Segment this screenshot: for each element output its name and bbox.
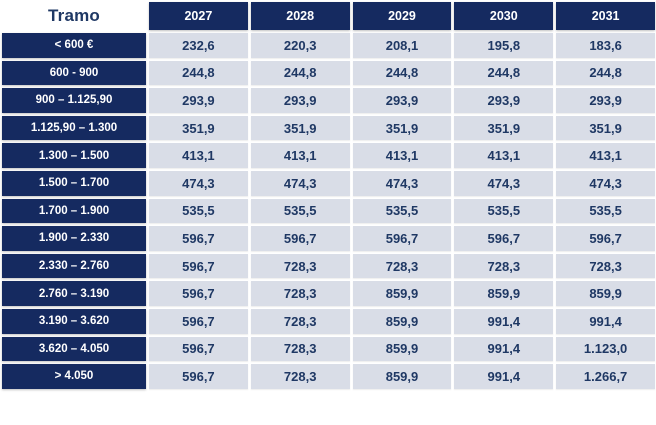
row-label: > 4.050 [2, 364, 146, 389]
value-cell: 351,9 [454, 115, 554, 141]
value-cell: 596,7 [149, 253, 248, 279]
value-cell: 232,6 [149, 33, 248, 58]
value-cell: 535,5 [149, 198, 248, 224]
value-cell: 991,4 [454, 336, 554, 362]
value-cell: 859,9 [556, 281, 655, 306]
value-cell: 208,1 [352, 33, 452, 58]
value-cell: 1.266,7 [556, 364, 655, 389]
value-cell: 244,8 [250, 60, 350, 86]
value-cell: 244,8 [352, 60, 452, 86]
value-cell: 293,9 [149, 88, 248, 113]
value-cell: 728,3 [250, 336, 350, 362]
value-cell: 596,7 [149, 226, 248, 251]
value-cell: 220,3 [250, 33, 350, 58]
row-label: 1.700 – 1.900 [2, 198, 146, 224]
value-cell: 596,7 [149, 281, 248, 306]
value-cell: 1.123,0 [556, 336, 655, 362]
corner-header-tramo: Tramo [2, 2, 146, 30]
value-cell: 535,5 [454, 198, 554, 224]
value-cell: 859,9 [352, 308, 452, 334]
tramo-table: Tramo 2027 2028 2029 2030 2031 < 600 €232,6 22… [2, 2, 655, 389]
value-cell: 474,3 [250, 170, 350, 196]
value-cell: 596,7 [149, 364, 248, 389]
value-cell: 474,3 [149, 170, 248, 196]
value-cell: 474,3 [352, 170, 452, 196]
value-cell: 244,8 [454, 60, 554, 86]
value-cell: 535,5 [352, 198, 452, 224]
value-cell: 859,9 [352, 281, 452, 306]
value-cell: 728,3 [250, 253, 350, 279]
value-cell: 728,3 [250, 281, 350, 306]
year-header-2028: 2028 [250, 2, 350, 30]
value-cell: 991,4 [556, 308, 655, 334]
value-cell: 293,9 [352, 88, 452, 113]
row-label: 900 – 1.125,90 [2, 88, 146, 113]
value-cell: 351,9 [352, 115, 452, 141]
row-label: 1.900 – 2.330 [2, 226, 146, 251]
value-cell: 244,8 [149, 60, 248, 86]
value-cell: 596,7 [149, 336, 248, 362]
value-cell: 991,4 [454, 308, 554, 334]
year-header-2029: 2029 [352, 2, 452, 30]
value-cell: 596,7 [352, 226, 452, 251]
row-label: 1.500 – 1.700 [2, 170, 146, 196]
year-header-2031: 2031 [556, 2, 655, 30]
value-cell: 859,9 [454, 281, 554, 306]
value-cell: 293,9 [556, 88, 655, 113]
value-cell: 596,7 [250, 226, 350, 251]
row-label: < 600 € [2, 33, 146, 58]
year-header-2027: 2027 [149, 2, 248, 30]
value-cell: 413,1 [454, 143, 554, 168]
value-cell: 195,8 [454, 33, 554, 58]
value-cell: 535,5 [250, 198, 350, 224]
row-label: 3.620 – 4.050 [2, 336, 146, 362]
value-cell: 474,3 [556, 170, 655, 196]
value-cell: 351,9 [556, 115, 655, 141]
value-cell: 535,5 [556, 198, 655, 224]
value-cell: 293,9 [454, 88, 554, 113]
year-header-2030: 2030 [454, 2, 554, 30]
value-cell: 183,6 [556, 33, 655, 58]
value-cell: 413,1 [149, 143, 248, 168]
value-cell: 728,3 [250, 308, 350, 334]
value-cell: 728,3 [250, 364, 350, 389]
value-cell: 859,9 [352, 336, 452, 362]
value-cell: 596,7 [556, 226, 655, 251]
value-cell: 413,1 [556, 143, 655, 168]
row-label: 2.330 – 2.760 [2, 253, 146, 279]
row-label: 2.760 – 3.190 [2, 281, 146, 306]
row-label: 1.300 – 1.500 [2, 143, 146, 168]
value-cell: 351,9 [149, 115, 248, 141]
row-label: 3.190 – 3.620 [2, 308, 146, 334]
value-cell: 728,3 [454, 253, 554, 279]
value-cell: 244,8 [556, 60, 655, 86]
value-cell: 596,7 [149, 308, 248, 334]
value-cell: 596,7 [454, 226, 554, 251]
value-cell: 728,3 [556, 253, 655, 279]
value-cell: 351,9 [250, 115, 350, 141]
value-cell: 728,3 [352, 253, 452, 279]
value-cell: 474,3 [454, 170, 554, 196]
value-cell: 293,9 [250, 88, 350, 113]
value-cell: 991,4 [454, 364, 554, 389]
row-label: 1.125,90 – 1.300 [2, 115, 146, 141]
row-label: 600 - 900 [2, 60, 146, 86]
value-cell: 413,1 [352, 143, 452, 168]
value-cell: 413,1 [250, 143, 350, 168]
value-cell: 859,9 [352, 364, 452, 389]
